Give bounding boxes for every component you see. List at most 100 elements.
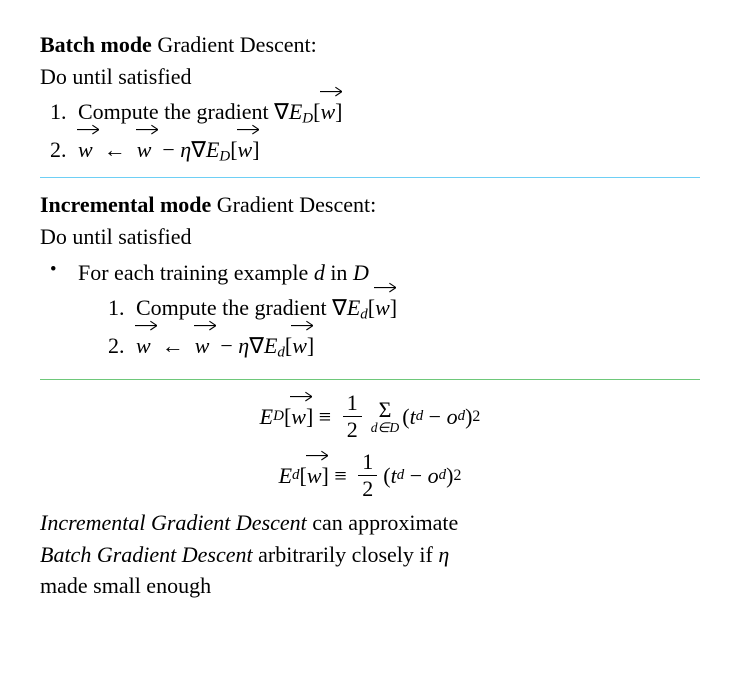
equation-block: ED[w] ≡ 1 2 Σ d∈D (td − od)2 Ed[w] ≡ 1 2… xyxy=(40,392,700,500)
w-vector: w xyxy=(375,293,390,323)
rbr: ] xyxy=(306,402,313,432)
fraction-num: 1 xyxy=(343,392,362,416)
batch-do-line: Do until satisfied xyxy=(40,62,700,92)
sigma: Σ xyxy=(379,399,392,421)
batch-item-1-text: Compute the gradient xyxy=(78,99,274,124)
e-sub: D xyxy=(302,111,313,127)
lbr: [ xyxy=(230,137,237,162)
equiv: ≡ xyxy=(319,402,331,432)
fraction-den: 2 xyxy=(343,416,362,441)
list-marker: 2. xyxy=(50,135,78,165)
incremental-item-2-content: w ← w − η∇Ed[w] xyxy=(136,331,314,363)
rbr: ] xyxy=(307,333,314,358)
rpar: ) xyxy=(465,402,472,432)
outer-set: D xyxy=(353,260,369,285)
outer-text-prefix: For each training example xyxy=(78,260,314,285)
incr-item-1-text: Compute the gradient xyxy=(136,295,332,320)
e-sub: d xyxy=(277,345,284,361)
lbr: [ xyxy=(313,99,320,124)
equiv: ≡ xyxy=(334,461,346,491)
bullet-marker: • xyxy=(50,257,78,282)
o-symbol: o xyxy=(428,461,439,491)
t-sub: d xyxy=(397,465,404,485)
e-symbol: E xyxy=(289,99,302,124)
batch-item-1-content: Compute the gradient ∇ED[w] xyxy=(78,97,342,129)
e-symbol: E xyxy=(264,333,277,358)
list-marker: 1. xyxy=(108,293,136,323)
fraction-den: 2 xyxy=(358,475,377,500)
eta: η xyxy=(238,333,249,358)
rbr: ] xyxy=(322,461,329,491)
incremental-item-1-content: Compute the gradient ∇Ed[w] xyxy=(136,293,397,325)
outer-var: d xyxy=(314,260,325,285)
incremental-outer-item: • For each training example d in D 1. Co… xyxy=(50,258,700,370)
incremental-outer-list: • For each training example d in D 1. Co… xyxy=(50,258,700,370)
e-symbol: E xyxy=(347,295,360,320)
list-marker: 2. xyxy=(108,331,136,361)
incremental-heading-rest: Gradient Descent: xyxy=(211,192,376,217)
minus: − xyxy=(410,461,422,491)
e-sub: d xyxy=(292,465,299,485)
footer-italic-1: Incremental Gradient Descent xyxy=(40,510,307,535)
rbr: ] xyxy=(335,99,342,124)
w-vector: w xyxy=(238,135,253,165)
incremental-heading-bold: Incremental mode xyxy=(40,192,211,217)
lbr: [ xyxy=(300,461,307,491)
equation-1: ED[w] ≡ 1 2 Σ d∈D (td − od)2 xyxy=(260,392,481,441)
lbr: [ xyxy=(284,402,291,432)
w-vector: w xyxy=(307,461,322,491)
t-sub: d xyxy=(416,406,423,426)
batch-heading-rest: Gradient Descent: xyxy=(152,32,317,57)
o-symbol: o xyxy=(447,402,458,432)
fraction-half: 1 2 xyxy=(343,392,362,441)
footer-eta: η xyxy=(438,542,449,567)
w-vector: w xyxy=(320,97,335,127)
e-symbol: E xyxy=(206,137,219,162)
outer-text-mid: in xyxy=(325,260,353,285)
fraction-num: 1 xyxy=(358,451,377,475)
nabla-symbol: ∇ xyxy=(249,331,264,361)
w-vector: w xyxy=(78,135,93,165)
footer-line-2: Batch Gradient Descent arbitrarily close… xyxy=(40,540,700,570)
list-marker: 1. xyxy=(50,97,78,127)
divider-blue xyxy=(40,177,700,178)
footer-line-1: Incremental Gradient Descent can approxi… xyxy=(40,508,700,538)
lpar: ( xyxy=(402,402,409,432)
e-symbol: E xyxy=(260,402,273,432)
lbr: [ xyxy=(285,333,292,358)
batch-heading-bold: Batch mode xyxy=(40,32,152,57)
arrow-left: ← xyxy=(162,333,184,358)
rbr: ] xyxy=(252,137,259,162)
sum-block: Σ d∈D xyxy=(371,399,400,435)
w-vector: w xyxy=(291,402,306,432)
incremental-outer-content: For each training example d in D 1. Comp… xyxy=(78,258,397,370)
w-vector: w xyxy=(137,135,152,165)
lbr: [ xyxy=(368,295,375,320)
footer-mid-1: can approximate xyxy=(307,510,459,535)
w-vector: w xyxy=(195,331,210,361)
nabla-symbol: ∇ xyxy=(191,135,206,165)
fraction-half: 1 2 xyxy=(358,451,377,500)
footer-mid-2: arbitrarily closely if xyxy=(253,542,439,567)
eta: η xyxy=(180,137,191,162)
lpar: ( xyxy=(383,461,390,491)
e-sub: D xyxy=(219,149,230,165)
batch-item-2-content: w ← w − η∇ED[w] xyxy=(78,135,260,167)
o-sub: d xyxy=(458,406,465,426)
rbr: ] xyxy=(390,295,397,320)
sum-sub: d∈D xyxy=(371,421,400,435)
e-symbol: E xyxy=(279,461,292,491)
arrow-left: ← xyxy=(104,137,126,162)
batch-item-2: 2. w ← w − η∇ED[w] xyxy=(50,135,700,167)
w-vector: w xyxy=(136,331,151,361)
e-sub: D xyxy=(273,406,284,426)
divider-green xyxy=(40,379,700,380)
batch-heading: Batch mode Gradient Descent: xyxy=(40,30,700,60)
minus: − xyxy=(429,402,441,432)
rpar: ) xyxy=(446,461,453,491)
sq: 2 xyxy=(453,465,461,486)
nabla-symbol: ∇ xyxy=(274,97,289,127)
sq: 2 xyxy=(472,406,480,427)
footer-italic-2: Batch Gradient Descent xyxy=(40,542,253,567)
batch-list: 1. Compute the gradient ∇ED[w] 2. w ← w … xyxy=(50,97,700,167)
